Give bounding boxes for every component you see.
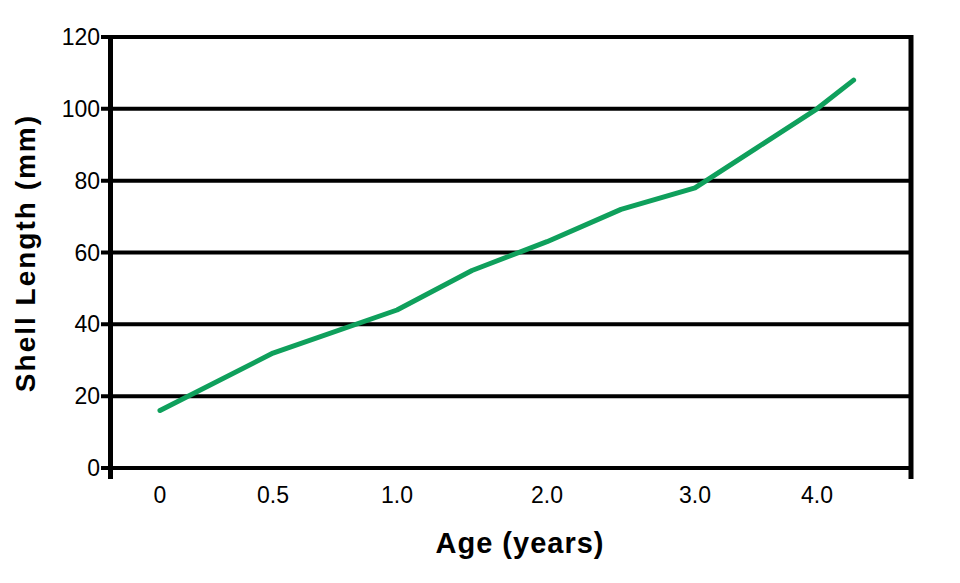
growth-curve — [160, 80, 854, 410]
x-tick-label-4.0: 4.0 — [777, 482, 857, 508]
x-tick-label-0: 0 — [120, 482, 200, 508]
y-tick-label-0: 0 — [0, 456, 100, 480]
y-axis-title: Shell Length (mm) — [10, 53, 44, 453]
line-chart: 020406080100120 00.51.02.03.04.0 Shell L… — [0, 0, 960, 583]
x-tick-label-1.0: 1.0 — [357, 482, 437, 508]
x-axis-title: Age (years) — [360, 527, 680, 560]
horizontal-gridlines — [101, 37, 913, 468]
series-line-shell-length — [160, 80, 854, 410]
x-tick-label-2.0: 2.0 — [507, 482, 587, 508]
x-tick-label-0.5: 0.5 — [233, 482, 313, 508]
x-tick-label-3.0: 3.0 — [655, 482, 735, 508]
y-tick-label-120: 120 — [0, 25, 100, 49]
